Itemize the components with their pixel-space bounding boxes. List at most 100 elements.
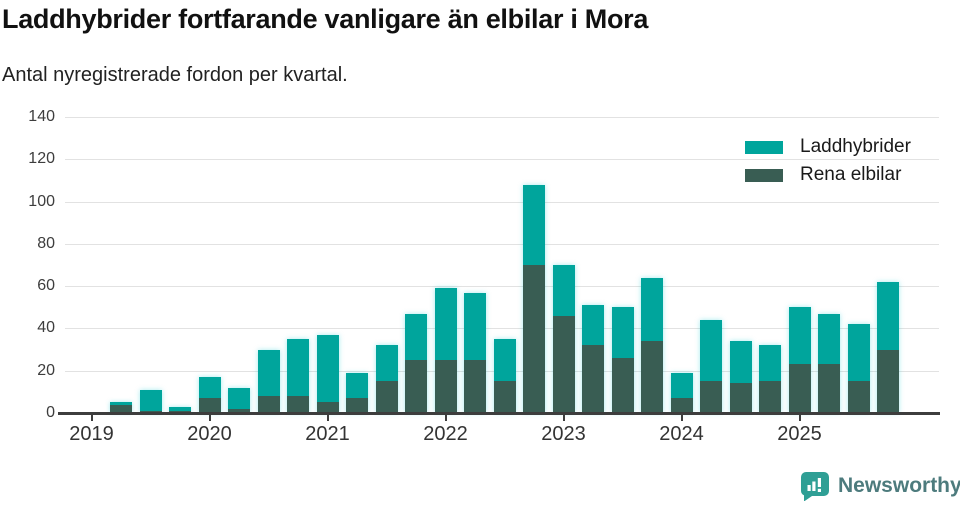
bar-stack-2022-K2[interactable] — [464, 292, 486, 413]
bar-segment-rena-elbilar[interactable] — [434, 360, 457, 413]
bar-segment-laddhybrider[interactable] — [405, 313, 427, 361]
bar-segment-rena-elbilar[interactable] — [729, 383, 752, 413]
bar-segment-laddhybrider[interactable] — [464, 292, 486, 361]
bar-segment-laddhybrider[interactable] — [877, 281, 899, 350]
chart-bubble-icon — [801, 472, 829, 501]
bar-stack-2025-K4[interactable] — [877, 281, 899, 413]
bar-segment-laddhybrider[interactable] — [139, 389, 162, 411]
bar-segment-laddhybrider[interactable] — [257, 349, 280, 397]
bar-stack-2020-K1[interactable] — [198, 377, 221, 413]
bar-stack-2022-K3[interactable] — [493, 339, 516, 413]
bar-segment-laddhybrider[interactable] — [670, 372, 693, 399]
bar-segment-laddhybrider[interactable] — [523, 184, 545, 265]
bar-stack-2020-K2[interactable] — [228, 387, 250, 413]
bar-stack-2024-K3[interactable] — [729, 341, 752, 413]
bar-segment-rena-elbilar[interactable] — [552, 315, 575, 413]
bar-stack-2024-K4[interactable] — [759, 345, 781, 413]
x-tick-2025 — [798, 415, 801, 421]
bar-segment-rena-elbilar[interactable] — [375, 381, 398, 413]
bar-stack-2025-K2[interactable] — [818, 313, 840, 413]
bar-stack-2021-K4[interactable] — [405, 313, 427, 413]
bar-segment-laddhybrider[interactable] — [729, 341, 752, 384]
bar-stack-2019-K4[interactable] — [169, 406, 191, 413]
bar-stack-2024-K2[interactable] — [700, 319, 722, 413]
bar-segment-rena-elbilar[interactable] — [316, 402, 339, 413]
legend-item-rena-elbilar[interactable]: Rena elbilar — [745, 164, 911, 185]
x-axis-label-2020: 2020 — [187, 423, 232, 445]
bar-stack-2025-K1[interactable] — [788, 307, 811, 413]
bar-segment-rena-elbilar[interactable] — [493, 381, 516, 413]
bar-segment-laddhybrider[interactable] — [788, 307, 811, 365]
bar-stack-2025-K3[interactable] — [847, 324, 870, 413]
bar-segment-laddhybrider[interactable] — [759, 345, 781, 382]
bar-segment-rena-elbilar[interactable] — [700, 381, 722, 413]
bar-segment-rena-elbilar[interactable] — [346, 398, 368, 413]
bar-segment-rena-elbilar[interactable] — [228, 408, 250, 413]
bar-segment-rena-elbilar[interactable] — [405, 360, 427, 413]
bar-segment-rena-elbilar[interactable] — [287, 396, 309, 413]
x-tick-2024 — [680, 415, 683, 421]
gridline-80 — [65, 243, 939, 245]
bar-stack-2019-K3[interactable] — [139, 389, 162, 413]
bar-segment-rena-elbilar[interactable] — [759, 381, 781, 413]
bar-stack-2023-K1[interactable] — [552, 265, 575, 413]
bar-stack-2023-K3[interactable] — [611, 307, 634, 413]
gridline-100 — [65, 201, 939, 203]
bar-stack-2023-K4[interactable] — [641, 277, 663, 413]
bar-segment-rena-elbilar[interactable] — [847, 381, 870, 413]
bar-segment-laddhybrider[interactable] — [287, 339, 309, 397]
bar-stack-2022-K4[interactable] — [523, 184, 545, 413]
page-title: Laddhybrider fortfarande vanligare än el… — [2, 4, 649, 34]
bar-segment-rena-elbilar[interactable] — [582, 345, 604, 413]
bar-segment-laddhybrider[interactable] — [818, 313, 840, 365]
bar-segment-rena-elbilar[interactable] — [877, 349, 899, 413]
newsworthy-wordmark: Newsworthy — [838, 474, 960, 497]
bar-segment-laddhybrider[interactable] — [611, 307, 634, 359]
newsworthy-logo[interactable]: Newsworthy — [800, 471, 960, 501]
bar-segment-laddhybrider[interactable] — [847, 324, 870, 382]
y-axis-label-60: 60 — [37, 277, 55, 295]
bar-segment-rena-elbilar[interactable] — [523, 265, 545, 413]
bar-segment-laddhybrider[interactable] — [346, 372, 368, 399]
bar-stack-2021-K2[interactable] — [346, 372, 368, 413]
bar-stack-2021-K3[interactable] — [375, 345, 398, 413]
bar-stack-2020-K3[interactable] — [257, 349, 280, 413]
bar-stack-2024-K1[interactable] — [670, 372, 693, 413]
bar-segment-laddhybrider[interactable] — [169, 406, 191, 411]
bar-segment-laddhybrider[interactable] — [700, 319, 722, 382]
bar-segment-laddhybrider[interactable] — [434, 288, 457, 361]
bar-stack-2023-K2[interactable] — [582, 305, 604, 413]
y-axis-label-100: 100 — [28, 192, 55, 210]
y-axis-label-120: 120 — [28, 150, 55, 168]
bar-segment-laddhybrider[interactable] — [493, 339, 516, 382]
bar-segment-laddhybrider[interactable] — [375, 345, 398, 382]
bar-segment-laddhybrider[interactable] — [552, 265, 575, 316]
bar-segment-rena-elbilar[interactable] — [139, 410, 162, 413]
bar-segment-rena-elbilar[interactable] — [818, 364, 840, 413]
bar-segment-laddhybrider[interactable] — [110, 402, 132, 405]
bar-segment-rena-elbilar[interactable] — [198, 398, 221, 413]
bar-segment-rena-elbilar[interactable] — [257, 396, 280, 413]
bar-segment-rena-elbilar[interactable] — [110, 404, 132, 413]
y-axis-label-80: 80 — [37, 234, 55, 252]
bar-segment-laddhybrider[interactable] — [316, 334, 339, 403]
x-axis-label-2021: 2021 — [305, 423, 350, 445]
gridline-40 — [65, 328, 939, 330]
bar-segment-laddhybrider[interactable] — [228, 387, 250, 409]
bar-segment-rena-elbilar[interactable] — [464, 360, 486, 413]
bar-segment-rena-elbilar[interactable] — [670, 398, 693, 413]
bar-segment-rena-elbilar[interactable] — [788, 364, 811, 413]
bar-segment-rena-elbilar[interactable] — [169, 410, 191, 413]
bar-segment-rena-elbilar[interactable] — [611, 358, 634, 413]
bar-stack-2021-K1[interactable] — [316, 334, 339, 413]
bar-stack-2022-K1[interactable] — [434, 288, 457, 413]
page-subtitle: Antal nyregistrerade fordon per kvartal. — [2, 64, 348, 86]
bar-segment-rena-elbilar[interactable] — [641, 341, 663, 413]
bar-stack-2019-K2[interactable] — [110, 402, 132, 413]
legend-item-laddhybrider[interactable]: Laddhybrider — [745, 136, 911, 157]
bar-stack-2020-K4[interactable] — [287, 339, 309, 413]
bar-segment-laddhybrider[interactable] — [582, 305, 604, 346]
bar-segment-laddhybrider[interactable] — [198, 377, 221, 399]
bar-segment-laddhybrider[interactable] — [641, 277, 663, 342]
